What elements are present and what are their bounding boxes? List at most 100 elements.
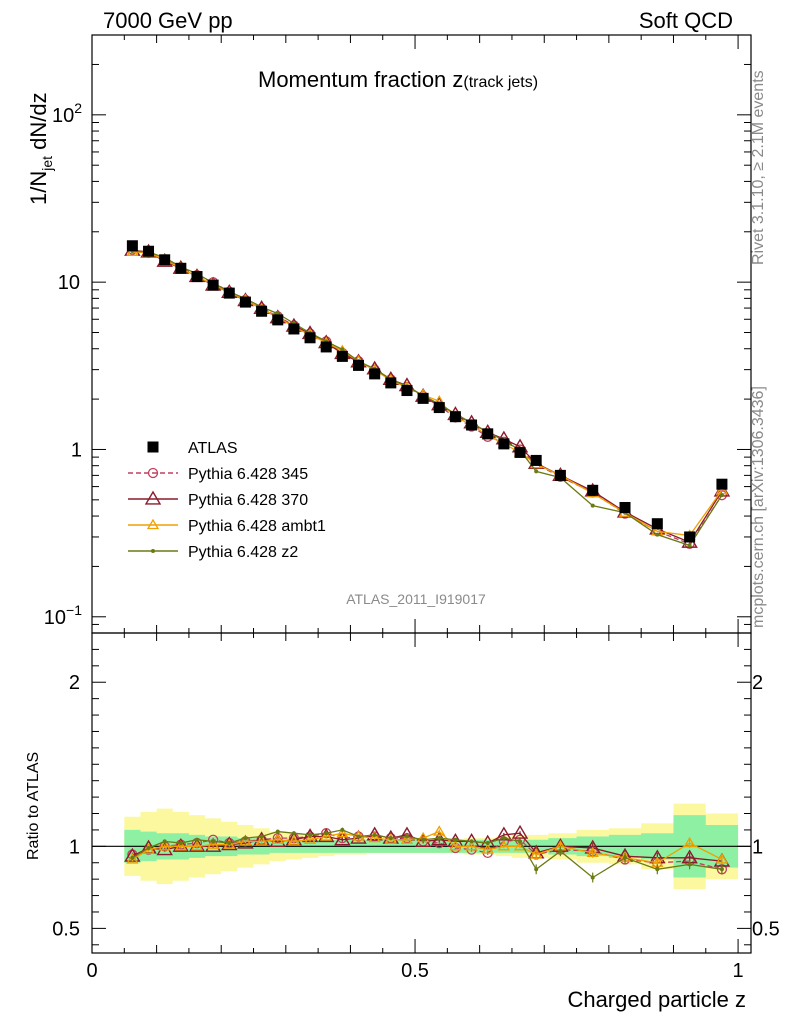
y-tick-label: 1: [71, 439, 82, 461]
atlas-point: [619, 501, 631, 513]
series-3-ratio-point: [223, 838, 236, 849]
series-4-ratio-point: [404, 834, 409, 839]
axes: 0 0.5 1 10−1 1 102 10 0.5 0.5 1 1 2 2: [44, 34, 780, 982]
atlas-point: [466, 419, 478, 431]
atlas-point: [143, 245, 155, 257]
atlas-point: [449, 411, 461, 423]
series-3-ratio-point: [190, 840, 204, 851]
x-axis-label: Charged particle z: [567, 987, 746, 1012]
x-tick-label: 1: [733, 960, 744, 982]
atlas-point: [256, 305, 268, 317]
series-4-ratio-point: [324, 831, 329, 836]
legend-label: Pythia 6.428 ambt1: [188, 518, 326, 535]
series-3-ratio-point: [239, 835, 252, 846]
atlas-point: [304, 332, 316, 344]
series-4-ratio-point: [469, 839, 474, 844]
series-4-ratio-point: [227, 841, 232, 846]
series-3-ratio-point: [715, 853, 729, 864]
atlas-point: [587, 484, 599, 496]
series-4-ratio-point: [623, 855, 628, 860]
series-4-ratio-point: [356, 834, 361, 839]
series-4-ratio-point: [719, 867, 724, 872]
atlas-point: [530, 454, 542, 466]
process-label: Soft QCD: [639, 8, 733, 33]
series-3-ratio-point: [449, 840, 462, 851]
series-3-ratio-point: [481, 843, 494, 854]
rivet-label: Rivet 3.1.10, ≥ 2.1M events: [750, 70, 767, 265]
series-4-point: [687, 543, 692, 548]
data-series: [124, 240, 731, 883]
legend-marker: [147, 441, 159, 453]
y-tick-label: 10−1: [44, 602, 82, 629]
legend-item: ATLAS: [147, 440, 238, 457]
legend-label: ATLAS: [188, 440, 238, 457]
series-4-point: [719, 493, 724, 498]
legend-marker: [151, 549, 155, 553]
series-3-ratio-point: [158, 840, 171, 851]
series-4-ratio-point: [243, 836, 248, 841]
legend-marker: [146, 518, 160, 530]
ratio-y-tick-label: 0.5: [52, 918, 80, 940]
atlas-point: [126, 240, 138, 252]
series-4-ratio-point: [534, 867, 539, 872]
ratio-frame: [91, 632, 752, 954]
series-4-ratio-point: [590, 875, 595, 880]
ratio-y-tick-label-right: 1: [752, 836, 763, 858]
atlas-point: [288, 323, 300, 335]
series-3-ratio-point: [303, 833, 317, 844]
series-3-ratio-point: [320, 830, 333, 841]
series-4-ratio-point: [518, 839, 523, 844]
legend-label: Pythia 6.428 345: [188, 466, 308, 483]
analysis-id: ATLAS_2011_I919017: [346, 591, 486, 607]
series-4-point: [534, 469, 539, 474]
series-4-ratio-point: [130, 855, 135, 860]
series-3-ratio-point: [126, 853, 139, 864]
legend-label: Pythia 6.428 370: [188, 492, 308, 509]
ratio-y-tick-label: 2: [69, 672, 80, 694]
atlas-point: [716, 478, 728, 490]
atlas-point: [433, 402, 445, 414]
series-4-ratio-point: [485, 841, 490, 846]
y-axis-label: 1/Njet dN/dz: [26, 92, 55, 205]
series-4-ratio-point: [372, 832, 377, 837]
atlas-point: [401, 385, 413, 397]
series-2-ratio-point: [511, 824, 529, 839]
series-3-ratio-point: [207, 838, 220, 849]
legend-item: Pythia 6.428 z2: [128, 544, 298, 561]
series-4-ratio-point: [388, 836, 393, 841]
atlas-point: [272, 314, 284, 326]
atlas-point: [336, 350, 348, 362]
series-4-ratio-point: [146, 845, 151, 850]
atlas-data: [126, 240, 728, 543]
series-3-ratio-point: [174, 840, 187, 851]
series-4-ratio-point: [162, 839, 167, 844]
atlas-point: [191, 271, 203, 283]
atlas-point: [554, 469, 566, 481]
series-4-ratio-point: [421, 837, 426, 842]
legend-item: Pythia 6.428 370: [128, 490, 308, 509]
series-3-ratio-point: [384, 833, 397, 844]
atlas-point: [369, 368, 381, 380]
legend-marker: [147, 467, 159, 479]
series-4-point: [590, 503, 595, 508]
series-2-ratio-point: [334, 831, 351, 846]
atlas-point: [417, 392, 429, 404]
y-tick-label: 102: [52, 100, 82, 127]
atlas-point: [498, 438, 510, 450]
series-4-ratio-point: [308, 832, 313, 837]
series-4-ratio-point: [453, 837, 458, 842]
atlas-point: [684, 531, 696, 543]
series-4: [130, 249, 724, 883]
series-4-ratio-point: [655, 867, 660, 872]
legend: ATLAS Pythia 6.428 345 Pythia 6.428 370 Pyt…: [128, 440, 326, 561]
atlas-point: [514, 446, 526, 458]
series-2-ratio-point: [188, 837, 206, 852]
legend-label: Pythia 6.428 z2: [188, 544, 298, 561]
atlas-point: [482, 428, 494, 440]
series-3-ratio-point: [497, 840, 511, 851]
y-tick-label: 10: [58, 272, 80, 294]
series-4-ratio-point: [340, 827, 345, 832]
ratio-y-axis-label: Ratio to ATLAS: [25, 752, 42, 860]
series-4-ratio-point: [558, 849, 563, 854]
